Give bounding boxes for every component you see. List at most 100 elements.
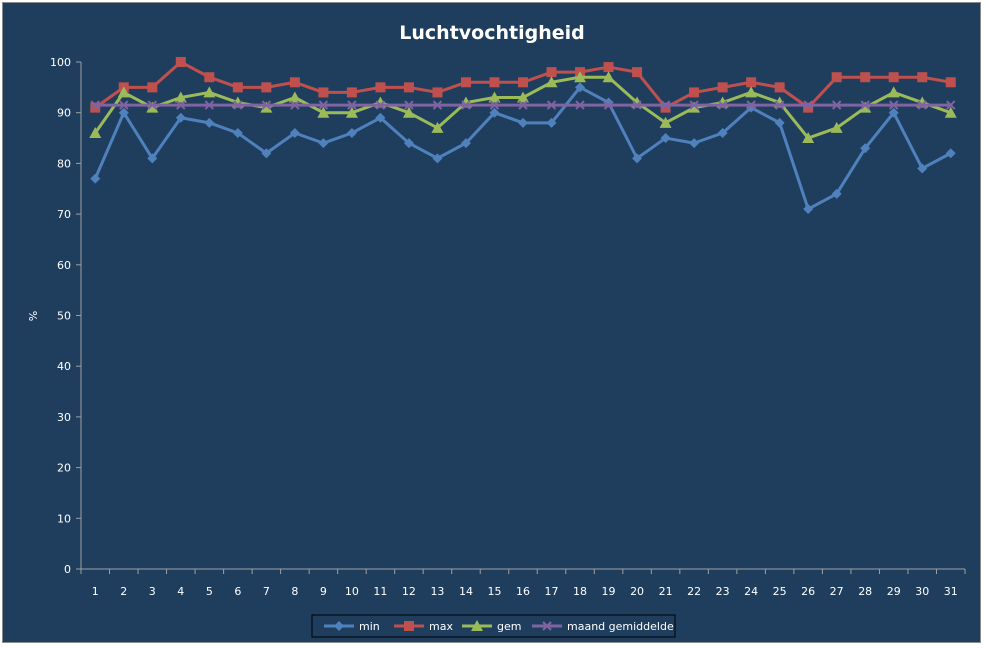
legend-swatch-marker	[334, 621, 344, 631]
x-axis-ticks: 1 2 3 4 5 6 7 8 9 10 11 12 13 14 15 16 17 18 19 20 21 22 23 24 2…	[80, 569, 966, 598]
data-point	[859, 101, 872, 113]
data-point	[260, 101, 273, 113]
data-point	[830, 121, 843, 133]
x-tick-label: 27	[830, 585, 844, 598]
data-point	[632, 67, 643, 78]
data-point	[803, 102, 814, 113]
data-point	[774, 117, 785, 128]
x-tick-label: 30	[915, 585, 929, 598]
data-point	[546, 117, 557, 128]
data-point	[318, 100, 329, 110]
legend-label: min	[359, 620, 380, 633]
x-tick-label: 22	[687, 585, 701, 598]
series-maand-gemiddelde	[90, 100, 956, 110]
data-point	[90, 102, 101, 113]
data-point	[432, 87, 443, 98]
data-point	[774, 100, 785, 110]
legend: min max gem maand gemiddelde	[311, 614, 676, 638]
data-point	[175, 112, 186, 123]
x-tick-label: 19	[602, 585, 616, 598]
data-point	[745, 86, 758, 98]
x-tick-label: 4	[177, 585, 184, 598]
data-point	[346, 87, 357, 98]
data-point	[432, 100, 443, 110]
data-point	[774, 82, 785, 93]
data-point	[261, 148, 272, 159]
data-point	[90, 173, 101, 184]
data-point	[860, 72, 871, 83]
data-point	[517, 91, 529, 103]
x-tick-label: 7	[263, 585, 270, 598]
x-tick-label: 26	[801, 585, 815, 598]
data-point	[831, 72, 842, 83]
y-tick-label: 50	[57, 310, 71, 323]
data-point	[460, 77, 471, 88]
data-point	[803, 100, 813, 110]
data-point	[574, 71, 587, 83]
data-point	[946, 100, 956, 110]
data-point	[575, 100, 585, 110]
data-point	[204, 100, 215, 110]
data-point	[147, 153, 158, 164]
data-point	[204, 117, 215, 128]
data-point	[404, 100, 414, 110]
data-point	[717, 100, 728, 110]
data-point	[660, 100, 671, 110]
data-point	[746, 100, 756, 110]
legend-swatch-marker	[542, 621, 552, 631]
x-tick-label: 5	[206, 585, 213, 598]
data-point	[289, 77, 300, 88]
data-point	[603, 62, 614, 73]
y-tick-label: 60	[57, 259, 71, 272]
y-axis-ticks: 0 10 20 30 40 50 60 70 80 90 100	[50, 56, 81, 576]
legend-label: gem	[497, 620, 521, 633]
data-point	[375, 82, 386, 93]
legend-item: gem	[462, 620, 521, 633]
data-point	[489, 77, 500, 88]
data-point	[746, 77, 757, 88]
chart-title: Luchtvochtigheid	[399, 22, 584, 44]
data-point	[89, 126, 102, 138]
x-tick-label: 12	[402, 585, 416, 598]
data-point	[90, 100, 100, 110]
y-tick-label: 80	[57, 157, 71, 170]
data-point	[432, 153, 443, 164]
data-point	[488, 91, 501, 103]
data-point	[203, 86, 216, 98]
legend-item: min	[324, 620, 380, 633]
data-point	[175, 57, 186, 67]
y-tick-label: 30	[57, 411, 71, 424]
data-point	[689, 87, 700, 98]
data-point	[659, 116, 672, 128]
legend-item: maand gemiddelde	[532, 620, 674, 633]
data-point	[318, 138, 329, 149]
data-point	[288, 91, 301, 103]
x-tick-label: 24	[744, 585, 758, 598]
legend-box	[311, 614, 676, 638]
data-point	[602, 71, 615, 83]
x-tick-label: 1	[92, 585, 99, 598]
data-point	[204, 72, 215, 83]
x-tick-label: 17	[545, 585, 559, 598]
data-point	[118, 107, 129, 118]
data-point	[489, 100, 500, 110]
y-tick-label: 20	[57, 462, 71, 475]
data-point	[117, 86, 130, 98]
data-point	[888, 72, 899, 83]
data-point	[461, 100, 471, 110]
data-point	[402, 106, 415, 118]
data-point	[802, 132, 815, 144]
data-point	[347, 100, 357, 110]
data-point	[944, 106, 957, 118]
legend-label: maand gemiddelde	[567, 620, 674, 633]
data-point	[688, 101, 701, 113]
x-tick-label: 2	[120, 585, 127, 598]
legend-item: max	[394, 620, 453, 633]
data-point	[233, 100, 243, 110]
x-tick-label: 15	[487, 585, 501, 598]
data-point	[889, 100, 899, 110]
x-tick-label: 20	[630, 585, 644, 598]
data-point	[261, 82, 272, 93]
data-point	[147, 82, 158, 93]
